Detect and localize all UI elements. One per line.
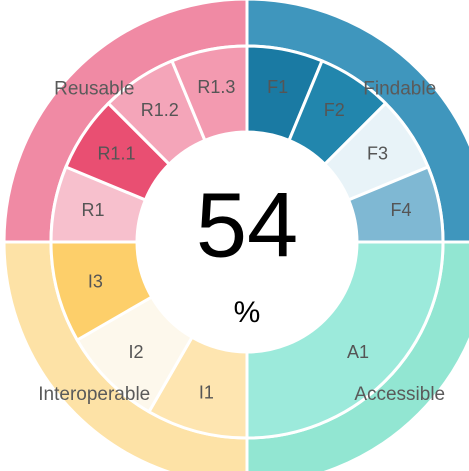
criterion-label: R1 xyxy=(82,200,105,220)
criterion-label: R1.1 xyxy=(97,144,135,164)
criterion-segment xyxy=(245,240,445,440)
criterion-label: I1 xyxy=(199,382,214,402)
principle-label: Accessible xyxy=(354,384,445,405)
criterion-label: I3 xyxy=(88,271,103,291)
principle-label: Findable xyxy=(363,78,436,99)
criterion-label: F1 xyxy=(267,77,288,97)
criterion-label: F3 xyxy=(367,144,388,164)
criterion-label: I2 xyxy=(128,342,143,362)
criterion-label: R1.3 xyxy=(197,77,235,97)
score-value: 54 xyxy=(196,174,298,276)
labels: F1 F2 F3 F4 A1 I1 I2 I3 R1 R1.1 R1.2 R1.3 Findable Ac… xyxy=(38,77,445,405)
score-unit: % xyxy=(234,296,261,329)
criterion-label: F2 xyxy=(324,100,345,120)
criterion-label: R1.2 xyxy=(141,100,179,120)
criterion-label: A1 xyxy=(347,342,369,362)
principle-label: Reusable xyxy=(54,78,134,99)
criterion-label: F4 xyxy=(390,200,411,220)
principle-label: Interoperable xyxy=(38,384,150,405)
criterion-segment xyxy=(170,44,249,143)
